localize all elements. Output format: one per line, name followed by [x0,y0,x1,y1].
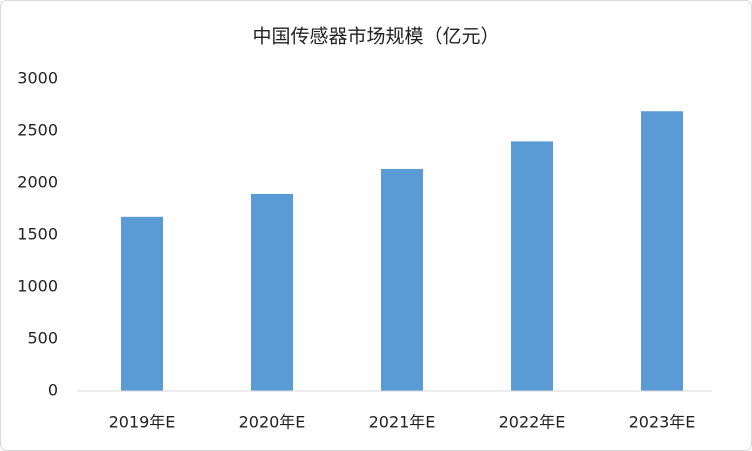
y-tick-label: 2500 [17,121,58,140]
bar [511,141,553,391]
y-tick-label: 2000 [17,173,58,192]
x-tick-label: 2020年E [239,413,306,432]
bar [251,193,293,391]
chart-title: 中国传感器市场规模（亿元） [252,26,499,48]
x-tick-label: 2022年E [499,413,566,432]
y-tick-label: 500 [27,329,58,348]
bar [641,111,683,392]
bar [121,216,163,391]
bar [381,168,423,391]
x-tick-label: 2019年E [109,413,176,432]
y-tick-label: 3000 [17,69,58,88]
x-tick-label: 2023年E [629,413,696,432]
y-tick-label: 1500 [17,225,58,244]
y-tick-label: 0 [48,381,58,400]
x-tick-label: 2021年E [369,413,436,432]
y-tick-label: 1000 [17,277,58,296]
